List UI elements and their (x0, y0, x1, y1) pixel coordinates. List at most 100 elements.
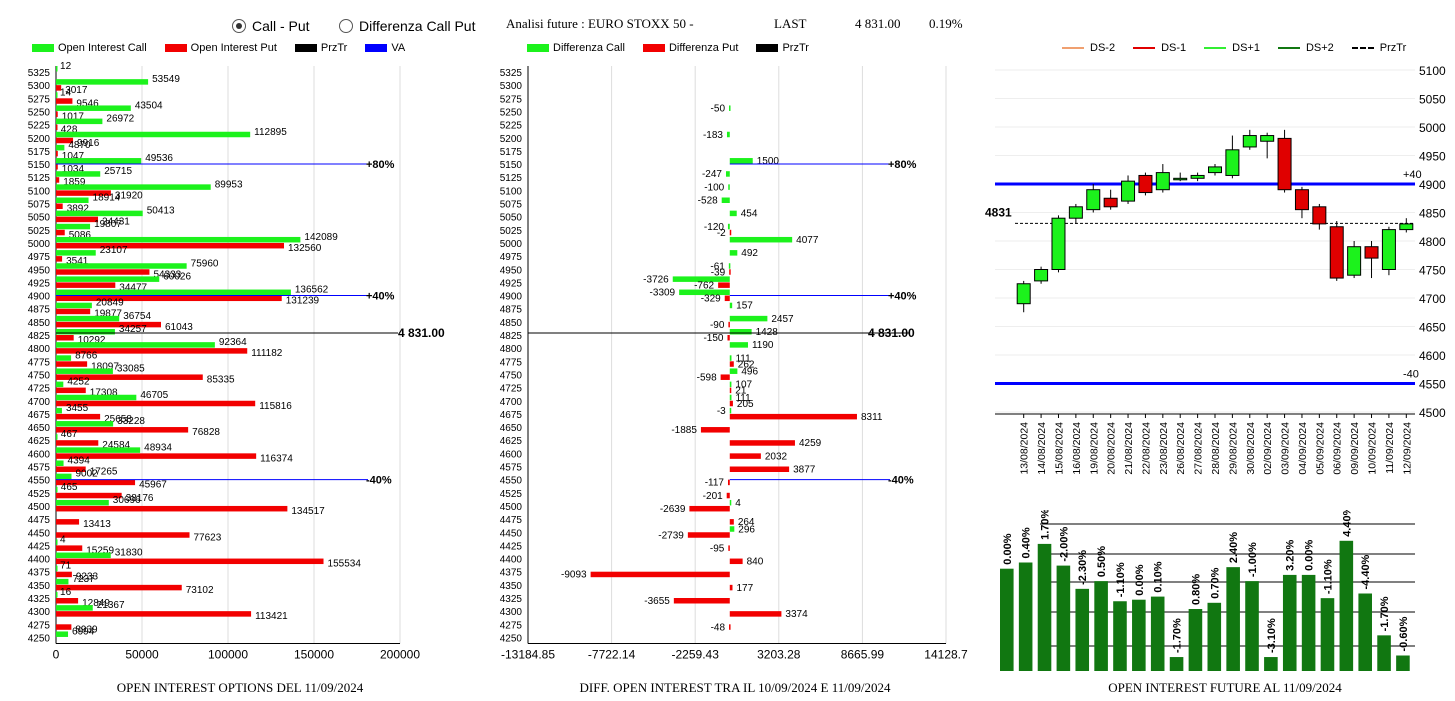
diff-call-bar (729, 355, 732, 361)
radio-call-put[interactable]: Call - Put (232, 18, 310, 34)
diff-call-bar (728, 184, 730, 190)
call-bar-label: 3455 (66, 403, 89, 414)
oi-future-bar-label: -1.10% (1322, 559, 1334, 594)
legend-item-oi-call: Open Interest Call (32, 42, 147, 54)
put-bar (56, 229, 65, 236)
header-change: 0.19% (929, 16, 963, 31)
strike-label: 4625 (28, 436, 51, 447)
candle-body (1312, 206, 1327, 225)
call-bar-label: 9002 (75, 469, 98, 480)
put-bar-label: 13413 (83, 519, 111, 530)
call-bar (56, 236, 301, 243)
diff-put-bar-label: 8311 (861, 412, 883, 423)
date-label: 11/09/2024 (1384, 422, 1396, 474)
call-bar-label: 12 (60, 61, 72, 72)
strike-label: 5125 (28, 173, 51, 184)
candle-body (1155, 172, 1170, 191)
strike-label: 4550 (28, 476, 51, 487)
diff-put-bar-label: -2 (717, 228, 726, 239)
strike-label: 4900 (500, 292, 523, 303)
put-bar-label: 25658 (104, 414, 132, 425)
put-bar-label: 73102 (186, 585, 214, 596)
call-bar-label: 48934 (144, 442, 172, 453)
diff-call-bar-label: -247 (702, 169, 722, 180)
put-bar-label: 19877 (94, 309, 122, 320)
strike-label: 4925 (28, 278, 51, 289)
put-bar (56, 137, 74, 144)
diff-put-bar-label: 262 (738, 359, 755, 370)
call-bar (56, 158, 142, 164)
call-bar (56, 407, 62, 414)
oi-future-bar-label: 0.00% (1134, 564, 1146, 595)
call-bar (56, 66, 58, 72)
strike-label: 5275 (28, 94, 51, 105)
strike-label: 4375 (28, 568, 51, 579)
oi-options-chart: 0 50000 100000 150000 200000 5325 12 5300 53549 3… (28, 61, 445, 661)
diff-oi-chart: -13184.85 -7722.14 -2259.43 3203.28 8665.99 1… (500, 66, 968, 661)
diff-put-bar (729, 361, 734, 367)
date-label: 02/09/2024 (1262, 422, 1274, 475)
strike-label: 4350 (28, 581, 51, 592)
oi-future-bar (1264, 657, 1278, 671)
date-label: 16/08/2024 (1071, 422, 1083, 475)
call-bar (56, 197, 89, 203)
diff-put-bar-label: -1885 (671, 425, 697, 436)
diff-call-bar-label: 4077 (796, 235, 819, 246)
put-bar (56, 361, 88, 367)
diff-call-bar (729, 381, 732, 388)
diff-put-bar (687, 532, 730, 538)
strike-label: 4775 (500, 357, 523, 368)
date-label: 19/08/2024 (1088, 422, 1100, 475)
strike-label: 4700 (500, 397, 523, 408)
strike-label: 5225 (500, 121, 523, 132)
diff-put-bar-label: 205 (737, 399, 754, 410)
call-bar-label: 60026 (163, 271, 191, 282)
diff-put-bar (729, 413, 857, 420)
caption-panel1: OPEN INTEREST OPTIONS DEL 11/09/2024 (116, 680, 364, 695)
diff-put-bar-label: -90 (710, 320, 725, 331)
diff-put-bar (727, 479, 730, 486)
oi-future-bar (1320, 598, 1335, 671)
put-bar (56, 505, 288, 512)
call-bar-label: 4870 (68, 140, 91, 151)
strike-label: 4275 (500, 620, 523, 631)
candle-body (1242, 135, 1257, 148)
candle-body (1190, 174, 1205, 179)
put-bar (56, 387, 86, 394)
diff-put-bar (729, 387, 732, 394)
strike-label: 4325 (28, 594, 51, 605)
level-label: -40% (888, 475, 914, 487)
candle-body (1399, 223, 1414, 231)
strike-label: 5150 (500, 160, 523, 171)
put-bar-label: 24584 (102, 440, 130, 451)
y-tick-label: 4750 (1419, 264, 1446, 278)
date-label: 13/08/2024 (1019, 422, 1031, 475)
strike-label: 5000 (500, 239, 523, 250)
put-bar (56, 545, 83, 551)
diff-call-bar (729, 368, 738, 374)
oi-future-bar-label: -1.70% (1172, 618, 1184, 653)
candle-body (1173, 177, 1188, 181)
diff-put-bar-label: -598 (697, 372, 717, 383)
oi-future-bar-label: 2.40% (1228, 532, 1240, 563)
oi-future-bar-label: 3.20% (1285, 539, 1297, 570)
date-label: 28/08/2024 (1210, 422, 1222, 475)
strike-label: 4250 (500, 633, 523, 644)
diff-put-bar-label: 21 (735, 386, 747, 397)
strike-label: 4500 (500, 502, 523, 513)
y-tick-label: 4850 (1419, 207, 1446, 221)
radio-differenza[interactable]: Differenza Call Put (339, 18, 475, 34)
legend-item-prztr2: PrzTr (756, 42, 809, 54)
header-last-label: LAST (774, 16, 807, 31)
oi-future-bar (1245, 581, 1259, 671)
strike-label: 4875 (500, 305, 523, 316)
put-bar-label: 3017 (65, 85, 88, 96)
diff-call-bar-label: -3726 (643, 274, 669, 285)
put-bar (56, 466, 86, 472)
diff-call-bar-label: 111 (735, 393, 751, 404)
strike-label: 4975 (28, 252, 51, 263)
strike-label: 4725 (500, 384, 523, 395)
diff-call-bar (729, 158, 753, 164)
oi-future-bar-label: 0.00% (1304, 539, 1316, 570)
x-tick-label: 0 (53, 647, 60, 661)
